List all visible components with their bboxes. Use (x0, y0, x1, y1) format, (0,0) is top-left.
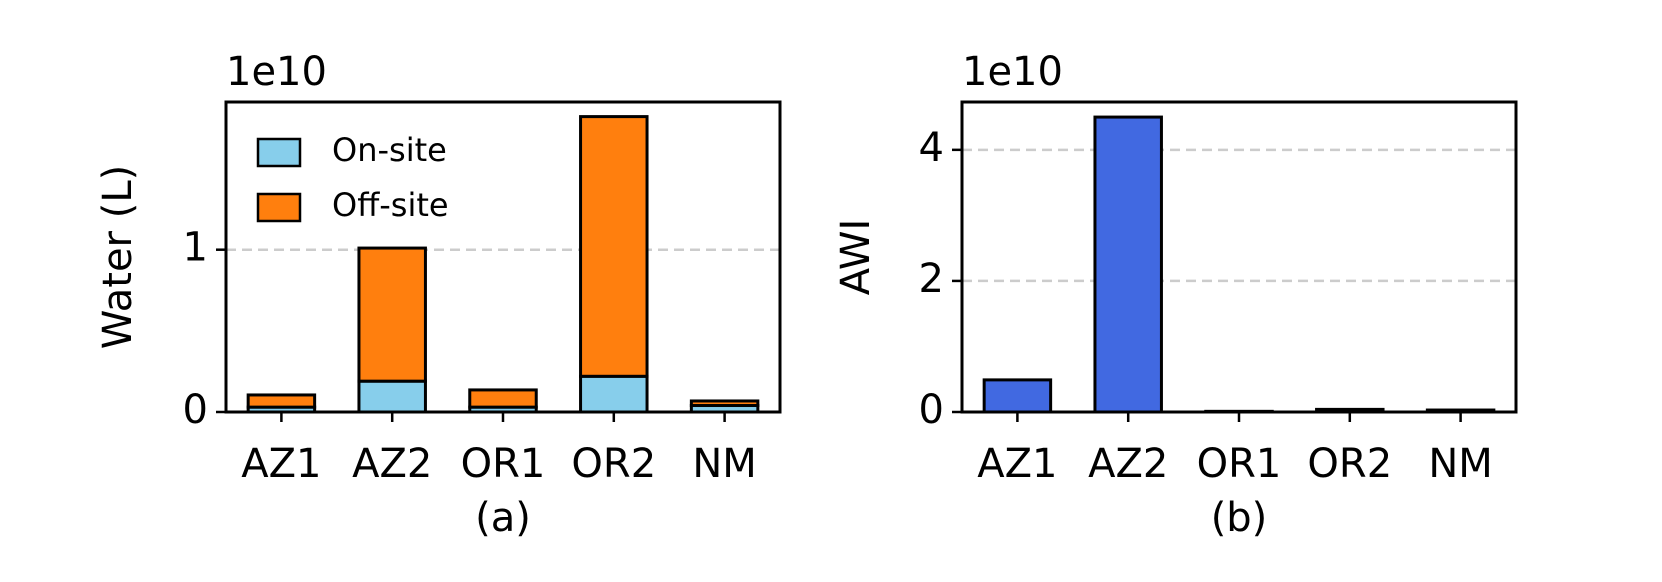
x-tick-label: AZ2 (1088, 441, 1168, 487)
offset-text: 1e10 (962, 49, 1063, 95)
x-tick-label: OR2 (571, 441, 656, 487)
x-tick-label: NM (1428, 441, 1492, 487)
y-tick-label: 1 (183, 225, 208, 271)
bar (1093, 115, 1163, 414)
legend-label: On-site (332, 131, 447, 169)
y-tick-label: 4 (919, 125, 944, 171)
plot-frame (224, 100, 782, 414)
x-axis-label: (b) (1211, 495, 1268, 541)
bar-segment (689, 399, 760, 408)
y-tick-label: 2 (919, 256, 944, 302)
legend-swatch (256, 192, 302, 223)
bar-segment (357, 379, 427, 414)
legend-label: Off-site (332, 186, 449, 224)
x-axis-label: (a) (475, 495, 531, 541)
plot-frame (960, 100, 1518, 414)
y-tick-label: 0 (919, 387, 944, 433)
x-tick-label: AZ1 (241, 441, 321, 487)
x-tick-label: AZ2 (352, 441, 432, 487)
bar-segment (357, 246, 427, 383)
x-tick-label: AZ1 (977, 441, 1057, 487)
bar-segment (468, 388, 538, 409)
y-axis-label: AWI (833, 219, 879, 296)
bar (982, 378, 1053, 414)
bar-segment (579, 374, 649, 414)
x-tick-label: OR1 (461, 441, 546, 487)
chart-panel: 0 1 AZ1 AZ2 OR1 OR2 NM 1e10 (a) Water (L) On-site O… (95, 49, 782, 541)
y-axis-label: Water (L) (95, 165, 141, 349)
bar-segment (246, 393, 317, 409)
x-tick-label: NM (692, 441, 756, 487)
chart-panel: 0 2 4 AZ1 AZ2 OR1 OR2 NM 1e10 (b) AWI (833, 49, 1518, 541)
x-tick-label: OR1 (1197, 441, 1282, 487)
legend-swatch (256, 137, 302, 168)
y-tick-label: 0 (183, 387, 208, 433)
bar-segment (579, 115, 649, 378)
offset-text: 1e10 (226, 49, 327, 95)
x-tick-label: OR2 (1307, 441, 1392, 487)
